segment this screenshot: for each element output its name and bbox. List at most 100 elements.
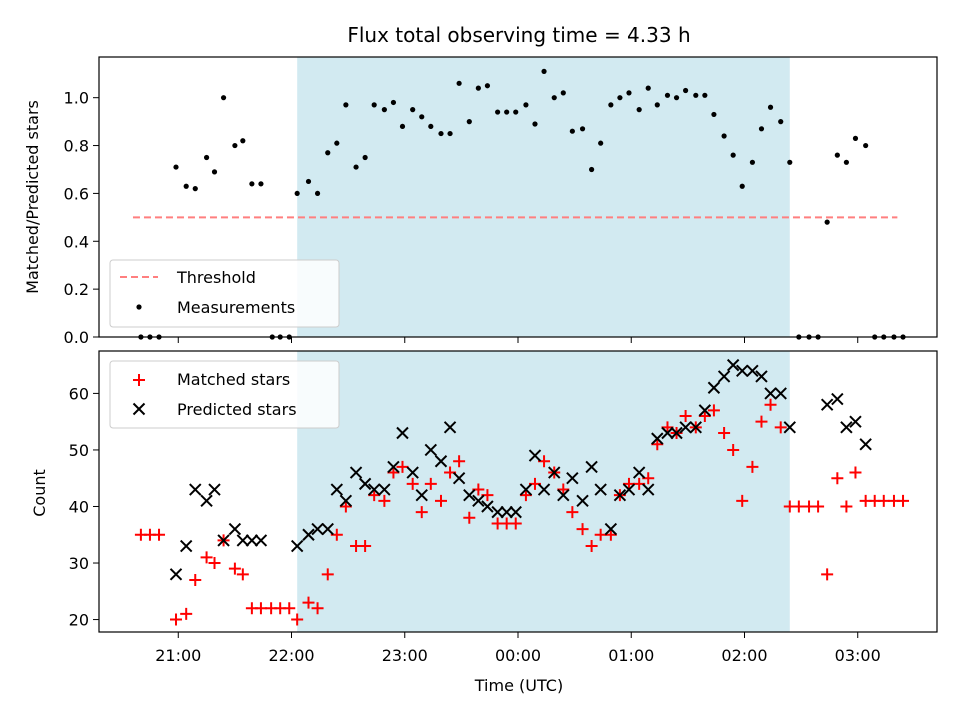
predicted-star-point <box>783 421 796 434</box>
y-tick-label: 30 <box>69 554 89 573</box>
measurement-point <box>739 183 745 189</box>
predicted-star-point <box>820 398 834 411</box>
predicted-star-point <box>443 421 457 434</box>
measurement-point <box>664 92 671 98</box>
predicted-star-point <box>339 494 353 508</box>
measurements-series <box>138 68 906 340</box>
x-tick-label: 03:00 <box>835 646 881 665</box>
matched-star-point <box>302 596 315 609</box>
measurement-point <box>294 190 300 197</box>
matched-star-point <box>746 460 759 473</box>
matched-star-point <box>718 426 731 439</box>
bottom-panel: 20 30 40 50 60 21:00 22:00 23:00 00:00 01:00 02:0… <box>30 350 938 695</box>
matched-star-point <box>153 528 166 541</box>
measurement-point <box>645 85 651 91</box>
x-tick-label: 01:00 <box>608 646 654 665</box>
matched-star-point <box>707 404 720 417</box>
predicted-star-point <box>452 472 466 485</box>
y-tick-label: 0.8 <box>64 137 89 156</box>
measurement-point <box>428 123 434 130</box>
predicted-star-point <box>169 568 183 581</box>
measurement-point <box>711 111 717 118</box>
measurement-point <box>314 190 321 197</box>
predicted-star-point <box>585 460 598 474</box>
y-tick-label: 50 <box>69 441 89 460</box>
predicted-star-point <box>434 455 448 468</box>
predicted-star-point <box>179 539 193 553</box>
measurement-point <box>551 95 557 101</box>
matched-star-point <box>849 466 862 479</box>
matched-star-point <box>378 494 391 507</box>
measurement-point <box>419 114 425 120</box>
predicted-star-point <box>387 460 400 474</box>
matched-star-point <box>821 568 834 581</box>
measurement-point <box>484 83 491 89</box>
matched-star-point <box>831 472 844 485</box>
matched-star-point <box>576 523 589 536</box>
top-legend-frame <box>109 259 340 328</box>
matched-star-point <box>651 438 664 451</box>
predicted-star-point <box>463 488 476 502</box>
matched-star-point <box>594 528 607 541</box>
predicted-star-point <box>566 472 579 485</box>
matched-star-point <box>727 443 740 456</box>
matched-star-point <box>434 494 447 507</box>
matched-star-point <box>368 489 381 502</box>
measurement-point <box>258 181 264 187</box>
measurement-point <box>495 109 501 115</box>
predicted-star-point <box>367 483 381 496</box>
measurement-point <box>410 107 416 113</box>
matched-star-point <box>415 506 428 519</box>
legend-measurements-label: Measurements <box>177 298 295 317</box>
matched-star-point <box>897 494 910 507</box>
matched-star-point <box>509 517 522 530</box>
matched-star-point <box>755 415 768 428</box>
measurement-point <box>232 142 238 149</box>
measurement-point <box>721 133 727 139</box>
predicted-star-point <box>321 522 334 536</box>
measurement-point <box>598 140 604 146</box>
predicted-stars-series <box>169 358 872 581</box>
predicted-star-point <box>679 421 692 434</box>
predicted-star-point <box>548 466 561 479</box>
measurement-point <box>824 219 830 225</box>
measurement-point <box>334 140 340 146</box>
matched-star-point <box>283 602 296 615</box>
x-tick-label: 23:00 <box>382 646 428 665</box>
measurement-point <box>758 126 765 132</box>
predicted-star-point <box>840 421 853 434</box>
matched-star-point <box>774 421 787 434</box>
top-y-axis-label: Matched/Predicted stars <box>23 100 42 294</box>
measurement-point <box>541 68 547 74</box>
y-tick-label: 40 <box>69 497 89 516</box>
measurement-point <box>466 119 472 125</box>
measurement-point <box>579 126 586 132</box>
predicted-star-point <box>774 387 787 400</box>
predicted-star-point <box>228 522 242 536</box>
measurement-point <box>438 130 444 137</box>
matched-star-point <box>622 477 635 490</box>
y-tick-label: 0.6 <box>64 184 89 203</box>
measurement-point <box>192 186 198 192</box>
predicted-star-point <box>245 534 259 547</box>
y-tick-label: 1.0 <box>64 89 89 108</box>
predicted-star-point <box>217 534 230 547</box>
matched-star-point <box>228 562 241 575</box>
legend-predicted-swatch <box>132 402 146 416</box>
predicted-star-point <box>698 404 712 417</box>
matched-star-point <box>291 613 304 626</box>
measurement-point <box>617 95 623 101</box>
matched-star-point <box>359 540 372 553</box>
x-tick-label: 22:00 <box>268 646 314 665</box>
predicted-star-point <box>849 415 862 428</box>
predicted-star-point <box>859 438 872 451</box>
matched-star-point <box>698 410 711 423</box>
predicted-star-point <box>406 466 419 479</box>
predicted-star-point <box>200 494 213 508</box>
predicted-star-point <box>189 483 202 496</box>
predicted-star-point <box>557 488 570 502</box>
measurement-point <box>211 169 218 175</box>
predicted-star-point <box>670 426 683 440</box>
matched-star-point <box>321 568 334 581</box>
predicted-star-point <box>500 505 513 519</box>
